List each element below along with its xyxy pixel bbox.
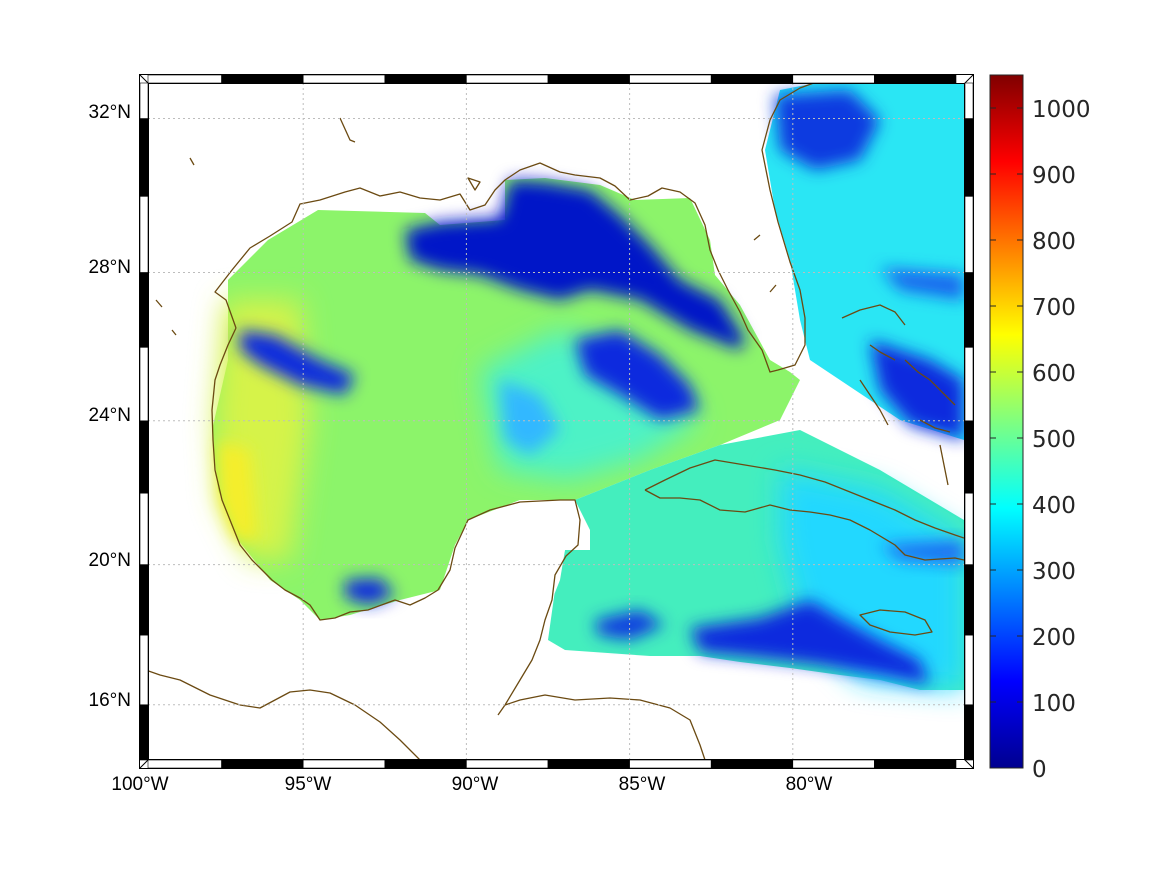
corner-tr bbox=[964, 74, 974, 84]
gulf-low-patch-3 bbox=[345, 578, 395, 605]
data-field bbox=[212, 83, 964, 690]
frame-segment bbox=[139, 564, 149, 636]
frame-segment bbox=[792, 759, 875, 769]
frame-segment bbox=[139, 118, 149, 197]
frame-segment bbox=[874, 74, 957, 84]
frame-segment bbox=[147, 74, 222, 84]
frame-segment bbox=[221, 74, 304, 84]
yucatan-land bbox=[420, 500, 582, 715]
colorbar-tick-label: 200 bbox=[1032, 625, 1076, 651]
colorbar-tick-label: 700 bbox=[1032, 295, 1076, 321]
frame-segment bbox=[964, 634, 974, 706]
frame-segment bbox=[710, 74, 794, 84]
colorbar-tick-label: 400 bbox=[1032, 493, 1076, 519]
colorbar-tick-label: 600 bbox=[1032, 361, 1076, 387]
frame-segment bbox=[139, 420, 149, 494]
frame-segment bbox=[547, 759, 630, 769]
northern-gulf-low bbox=[405, 180, 745, 350]
frame-segment bbox=[792, 74, 875, 84]
frame-segment bbox=[466, 759, 549, 769]
frame-segment bbox=[629, 759, 712, 769]
frame-segment bbox=[139, 195, 149, 273]
corner-br bbox=[964, 759, 974, 769]
gulf-low-patch-1 bbox=[575, 330, 700, 420]
land-mask bbox=[420, 500, 582, 715]
frame-segment bbox=[964, 420, 974, 494]
frame-segment bbox=[964, 704, 974, 761]
jamaica-coast bbox=[859, 609, 933, 636]
atlantic-low-2 bbox=[880, 268, 964, 300]
frame-segment bbox=[629, 74, 712, 84]
lat-tick-label: 32°N bbox=[89, 102, 131, 123]
colorbar-tick-label: 100 bbox=[1032, 691, 1076, 717]
frame-segment bbox=[964, 492, 974, 565]
inner-frame bbox=[148, 83, 965, 760]
frame-segment bbox=[147, 759, 222, 769]
colorbar-gradient bbox=[989, 74, 1024, 769]
frame-segment bbox=[384, 74, 467, 84]
lon-tick-label: 85°W bbox=[619, 774, 666, 795]
caribbean-south-low bbox=[690, 600, 930, 685]
axis-labels: 32°N 28°N 24°N 20°N 16°N 100°W 95°W 90°W… bbox=[89, 102, 833, 795]
central-america-coast bbox=[504, 694, 706, 760]
frame-segment bbox=[964, 82, 974, 119]
lat-tick-label: 16°N bbox=[89, 690, 131, 711]
colorbar-tick-label: 500 bbox=[1032, 427, 1076, 453]
frame-segment bbox=[221, 759, 304, 769]
frame-segment bbox=[964, 118, 974, 197]
florida-keys-islets bbox=[155, 117, 777, 336]
colorbar-tick-label: 300 bbox=[1032, 559, 1076, 585]
frame-segment bbox=[384, 759, 467, 769]
frame-segment bbox=[302, 759, 386, 769]
frame-segment bbox=[964, 272, 974, 348]
corner-tl bbox=[139, 74, 149, 84]
colorbar-tick-label: 900 bbox=[1032, 163, 1076, 189]
lon-tick-label: 80°W bbox=[786, 774, 833, 795]
colorbar-tick-label: 0 bbox=[1032, 757, 1047, 783]
colorbar-tick-label: 1000 bbox=[1032, 97, 1091, 123]
atlantic-low-1 bbox=[775, 90, 880, 170]
gulf-coast-line bbox=[214, 83, 816, 373]
outer-frame bbox=[139, 74, 974, 769]
bahamas-coast bbox=[841, 304, 956, 486]
gulf-mid-patch bbox=[500, 380, 560, 455]
cuba-coast bbox=[644, 459, 964, 561]
lon-tick-label: 90°W bbox=[452, 774, 499, 795]
lat-tick-label: 20°N bbox=[89, 550, 131, 571]
bahamas-low bbox=[870, 340, 964, 440]
lat-tick-label: 28°N bbox=[89, 257, 131, 278]
graticule bbox=[148, 83, 964, 760]
frame-segment bbox=[302, 74, 386, 84]
frame-segment bbox=[139, 704, 149, 761]
gulf-low-patch-2 bbox=[240, 330, 355, 395]
lon-tick-label: 100°W bbox=[111, 774, 168, 795]
map-frame bbox=[139, 74, 974, 769]
frame-segment bbox=[964, 195, 974, 273]
frame-segment bbox=[139, 634, 149, 706]
frame-segment bbox=[964, 346, 974, 422]
frame-segment bbox=[466, 74, 549, 84]
corner-bl bbox=[139, 759, 149, 769]
colorbar-tick-label: 800 bbox=[1032, 229, 1076, 255]
frame-segment bbox=[964, 564, 974, 636]
frame-segment bbox=[874, 759, 957, 769]
lon-tick-label: 95°W bbox=[285, 774, 332, 795]
frame-segment bbox=[547, 74, 630, 84]
coastlines bbox=[148, 83, 964, 760]
frame-segment bbox=[139, 82, 149, 119]
colorbar: 0 100 200 300 400 500 600 700 800 900 10… bbox=[989, 74, 1091, 783]
frame-segment bbox=[139, 492, 149, 565]
frame-segment bbox=[139, 272, 149, 348]
pacific-coast bbox=[148, 670, 421, 760]
lat-tick-label: 24°N bbox=[89, 405, 131, 426]
frame-segment bbox=[139, 346, 149, 422]
mexico-gulf-coast bbox=[211, 327, 581, 716]
atlantic-field bbox=[765, 83, 964, 440]
frame-segment bbox=[710, 759, 794, 769]
